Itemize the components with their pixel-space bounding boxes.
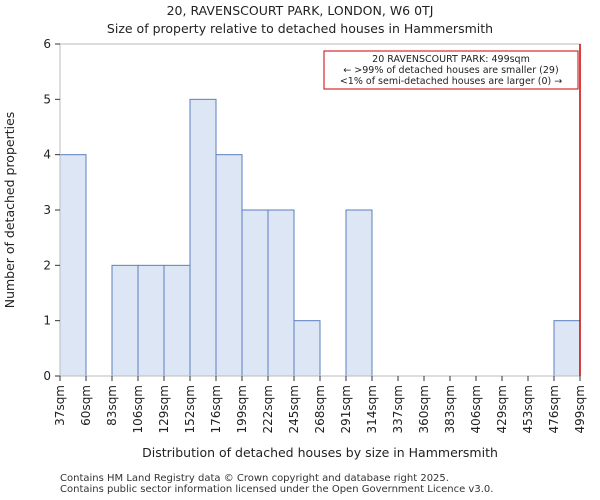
x-tick-label: 60sqm	[79, 385, 93, 426]
bar	[59, 154, 87, 377]
chart-subtitle: Size of property relative to detached ho…	[106, 21, 494, 36]
y-tick-label: 6	[43, 37, 51, 51]
x-tick-label: 129sqm	[157, 385, 171, 433]
x-tick-label: 106sqm	[131, 385, 145, 433]
bar	[267, 209, 295, 377]
y-tick-label: 0	[43, 369, 51, 383]
bar	[553, 320, 581, 377]
bar-chart: 0 1 2 3 4 5 6 37sqm 60sqm 83sqm 106sqm 129sqm 152sqm…	[2, 37, 587, 460]
bar	[137, 264, 165, 377]
y-tick-label: 2	[43, 258, 51, 272]
x-tick-label: 453sqm	[521, 385, 535, 433]
bar	[293, 320, 321, 377]
y-tick-label: 3	[43, 203, 51, 217]
y-tick-label: 4	[43, 148, 51, 162]
bar	[215, 154, 243, 377]
footer-copyright: Contains HM Land Registry data © Crown c…	[60, 473, 449, 484]
x-tick-label: 291sqm	[339, 385, 353, 433]
x-tick-label: 222sqm	[261, 385, 275, 433]
y-tick-label: 5	[43, 92, 51, 106]
x-tick-label: 360sqm	[417, 385, 431, 433]
x-tick-label: 337sqm	[391, 385, 405, 433]
x-tick-label: 176sqm	[209, 385, 223, 433]
x-tick-label: 37sqm	[53, 385, 67, 426]
y-tick-label: 1	[43, 314, 51, 328]
x-tick-label: 429sqm	[495, 385, 509, 433]
x-tick-label: 245sqm	[287, 385, 301, 433]
x-tick-label: 406sqm	[469, 385, 483, 433]
x-tick-label: 152sqm	[183, 385, 197, 433]
annotation-box	[323, 50, 579, 90]
chart-title: 20, RAVENSCOURT PARK, LONDON, W6 0TJ	[166, 3, 434, 18]
bar	[345, 209, 373, 377]
x-tick-label: 199sqm	[235, 385, 249, 433]
x-tick-label: 268sqm	[313, 385, 327, 433]
bar	[241, 209, 269, 377]
bar	[111, 264, 139, 377]
annotation-line: ← >99% of detached houses are smaller (2…	[343, 65, 558, 76]
x-tick-label: 476sqm	[547, 385, 561, 433]
x-axis-label: Distribution of detached houses by size …	[142, 445, 498, 460]
annotation-line: <1% of semi-detached houses are larger (…	[340, 76, 562, 87]
x-tick-label: 314sqm	[365, 385, 379, 433]
bar	[189, 98, 217, 377]
y-axis-label: Number of detached properties	[2, 112, 17, 309]
x-tick-label: 499sqm	[573, 385, 587, 433]
bar	[163, 264, 191, 377]
x-tick-label: 83sqm	[105, 385, 119, 426]
footer-licence: Contains public sector information licen…	[60, 484, 494, 495]
x-tick-label: 383sqm	[443, 385, 457, 433]
annotation-line: 20 RAVENSCOURT PARK: 499sqm	[372, 54, 530, 65]
